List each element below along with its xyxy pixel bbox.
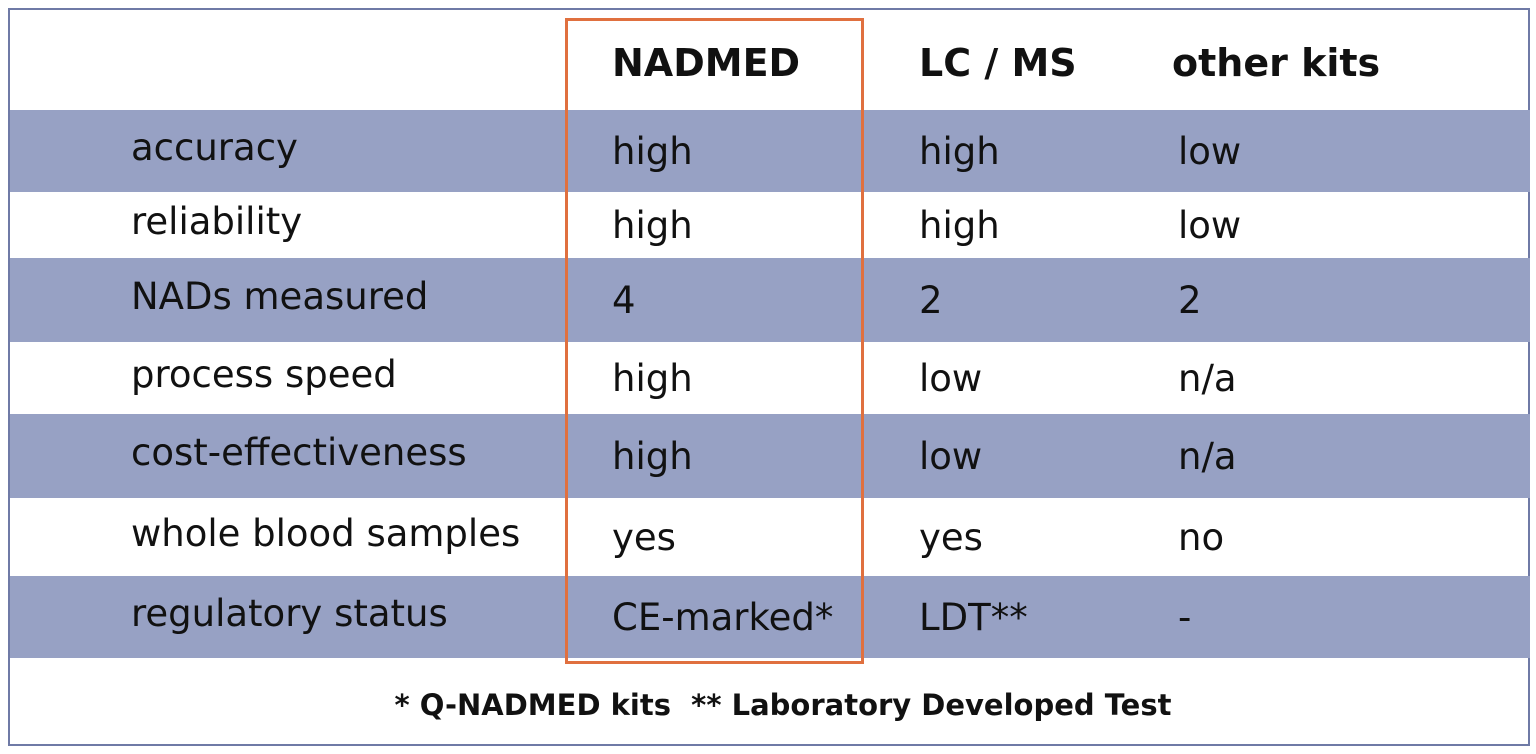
table-cell: - xyxy=(1178,596,1192,639)
table-cell: n/a xyxy=(1178,435,1237,478)
table-cell: 2 xyxy=(1178,279,1202,322)
table-cell: high xyxy=(919,204,1000,247)
row-label: NADs measured xyxy=(131,275,429,318)
table-cell: n/a xyxy=(1178,357,1237,400)
highlight-box xyxy=(565,18,864,664)
table-cell: low xyxy=(1178,204,1242,247)
table-cell: high xyxy=(612,435,693,478)
table-cell: low xyxy=(1178,130,1242,173)
table-cell: LDT** xyxy=(919,596,1028,639)
table-cell: yes xyxy=(612,516,676,559)
column-header: LC / MS xyxy=(919,41,1077,85)
row-label: reliability xyxy=(131,200,303,243)
table-cell: 4 xyxy=(612,279,636,322)
row-label: accuracy xyxy=(131,126,298,169)
table-cell: CE-marked* xyxy=(612,596,834,639)
table-cell: 2 xyxy=(919,279,943,322)
table-row xyxy=(10,258,1530,342)
column-header: other kits xyxy=(1172,41,1381,85)
table-cell: high xyxy=(612,204,693,247)
table-cell: high xyxy=(919,130,1000,173)
row-label: process speed xyxy=(131,353,397,396)
table-cell: high xyxy=(612,130,693,173)
table-cell: yes xyxy=(919,516,983,559)
row-label: regulatory status xyxy=(131,592,448,635)
table-cell: low xyxy=(919,435,983,478)
row-label: cost-effectiveness xyxy=(131,431,467,474)
row-label: whole blood samples xyxy=(131,512,521,555)
column-header: NADMED xyxy=(612,41,801,85)
table-frame xyxy=(8,8,1530,746)
footnote: * Q-NADMED kits ** Laboratory Developed … xyxy=(394,688,1172,722)
table-cell: low xyxy=(919,357,983,400)
table-cell: high xyxy=(612,357,693,400)
table-row xyxy=(10,414,1530,498)
table-row xyxy=(10,576,1530,658)
table-row xyxy=(10,110,1530,192)
table-cell: no xyxy=(1178,516,1225,559)
